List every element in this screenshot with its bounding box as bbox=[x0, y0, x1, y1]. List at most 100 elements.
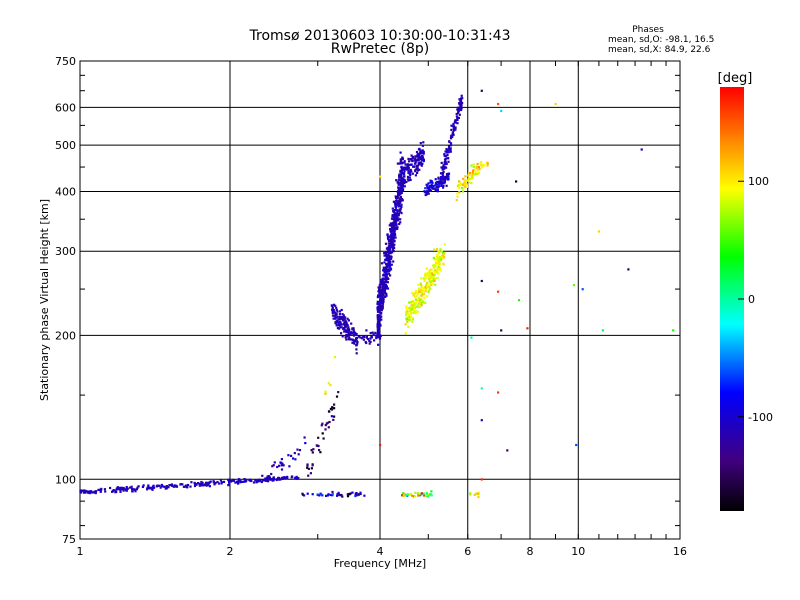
data-point bbox=[423, 279, 426, 282]
data-point bbox=[398, 222, 401, 226]
data-point bbox=[476, 172, 479, 175]
data-point bbox=[477, 495, 480, 499]
data-point bbox=[456, 108, 459, 111]
data-point bbox=[390, 244, 393, 247]
data-point bbox=[381, 305, 384, 308]
data-point bbox=[338, 313, 341, 316]
data-point bbox=[190, 481, 193, 484]
data-point bbox=[383, 278, 386, 281]
data-point bbox=[526, 327, 529, 330]
data-point bbox=[450, 128, 453, 131]
data-point bbox=[137, 485, 140, 488]
data-point bbox=[432, 264, 435, 267]
data-point bbox=[433, 266, 436, 269]
data-point bbox=[429, 189, 432, 192]
data-point bbox=[413, 162, 417, 165]
data-point bbox=[447, 145, 451, 148]
data-point bbox=[385, 250, 388, 254]
data-point bbox=[389, 251, 393, 254]
data-point bbox=[442, 170, 445, 173]
data-point bbox=[449, 142, 453, 145]
data-point bbox=[473, 168, 476, 171]
data-point bbox=[376, 314, 379, 317]
data-point bbox=[401, 162, 404, 165]
data-point bbox=[414, 155, 417, 158]
data-point bbox=[348, 338, 351, 341]
data-point bbox=[345, 334, 348, 337]
data-point bbox=[414, 161, 417, 164]
data-point bbox=[377, 343, 380, 346]
data-point bbox=[465, 184, 468, 187]
data-point bbox=[383, 254, 386, 257]
data-point bbox=[97, 488, 100, 491]
data-point bbox=[426, 286, 429, 289]
data-point bbox=[434, 277, 437, 280]
x-tick-label: 1 bbox=[77, 545, 84, 558]
data-point bbox=[91, 491, 94, 494]
data-point bbox=[390, 255, 393, 259]
data-point bbox=[420, 492, 423, 495]
data-point bbox=[468, 172, 472, 175]
data-point bbox=[442, 164, 445, 167]
data-point bbox=[379, 303, 382, 306]
data-point bbox=[480, 387, 483, 390]
data-point bbox=[402, 168, 405, 171]
data-point bbox=[426, 183, 429, 186]
data-point bbox=[454, 121, 457, 124]
data-point bbox=[395, 209, 398, 212]
data-point bbox=[297, 453, 300, 456]
data-point bbox=[405, 180, 408, 184]
data-point bbox=[407, 166, 410, 170]
data-point bbox=[428, 271, 431, 274]
data-point bbox=[464, 185, 467, 188]
data-point bbox=[398, 183, 401, 186]
data-point bbox=[418, 290, 421, 293]
data-point bbox=[409, 178, 412, 181]
data-point bbox=[379, 280, 382, 284]
y-tick-label: 500 bbox=[55, 139, 76, 152]
data-point bbox=[478, 167, 481, 171]
data-point bbox=[344, 321, 347, 324]
data-point bbox=[332, 317, 335, 320]
x-tick-label: 10 bbox=[571, 545, 585, 558]
data-point bbox=[197, 482, 200, 485]
data-point bbox=[456, 185, 459, 188]
data-point bbox=[435, 261, 438, 265]
data-point bbox=[396, 219, 399, 222]
data-point bbox=[426, 187, 429, 190]
data-point bbox=[359, 336, 362, 339]
data-point bbox=[497, 290, 500, 293]
data-point bbox=[423, 290, 427, 293]
data-point bbox=[429, 185, 432, 188]
data-point bbox=[416, 164, 420, 167]
data-point bbox=[389, 241, 393, 244]
data-point bbox=[165, 485, 168, 488]
data-point bbox=[391, 244, 394, 247]
data-point bbox=[377, 327, 380, 330]
data-point bbox=[337, 493, 340, 496]
data-point bbox=[425, 276, 428, 279]
data-point bbox=[384, 295, 387, 298]
data-point bbox=[341, 313, 344, 316]
data-point bbox=[477, 491, 480, 494]
data-point bbox=[399, 179, 402, 182]
data-point bbox=[315, 444, 318, 447]
data-point bbox=[331, 490, 334, 494]
data-point bbox=[462, 183, 465, 186]
data-point bbox=[386, 281, 389, 284]
data-point bbox=[151, 488, 154, 491]
data-point bbox=[477, 166, 480, 169]
data-point bbox=[442, 184, 445, 187]
data-point bbox=[394, 221, 397, 224]
data-point bbox=[451, 131, 454, 134]
data-point bbox=[324, 392, 327, 395]
data-point bbox=[318, 449, 321, 452]
data-point bbox=[414, 491, 417, 494]
data-point bbox=[431, 276, 434, 279]
data-point bbox=[443, 251, 446, 254]
data-point bbox=[400, 169, 404, 172]
data-point bbox=[394, 212, 397, 215]
data-point bbox=[421, 144, 424, 147]
data-point bbox=[379, 291, 382, 295]
data-point bbox=[407, 160, 411, 163]
